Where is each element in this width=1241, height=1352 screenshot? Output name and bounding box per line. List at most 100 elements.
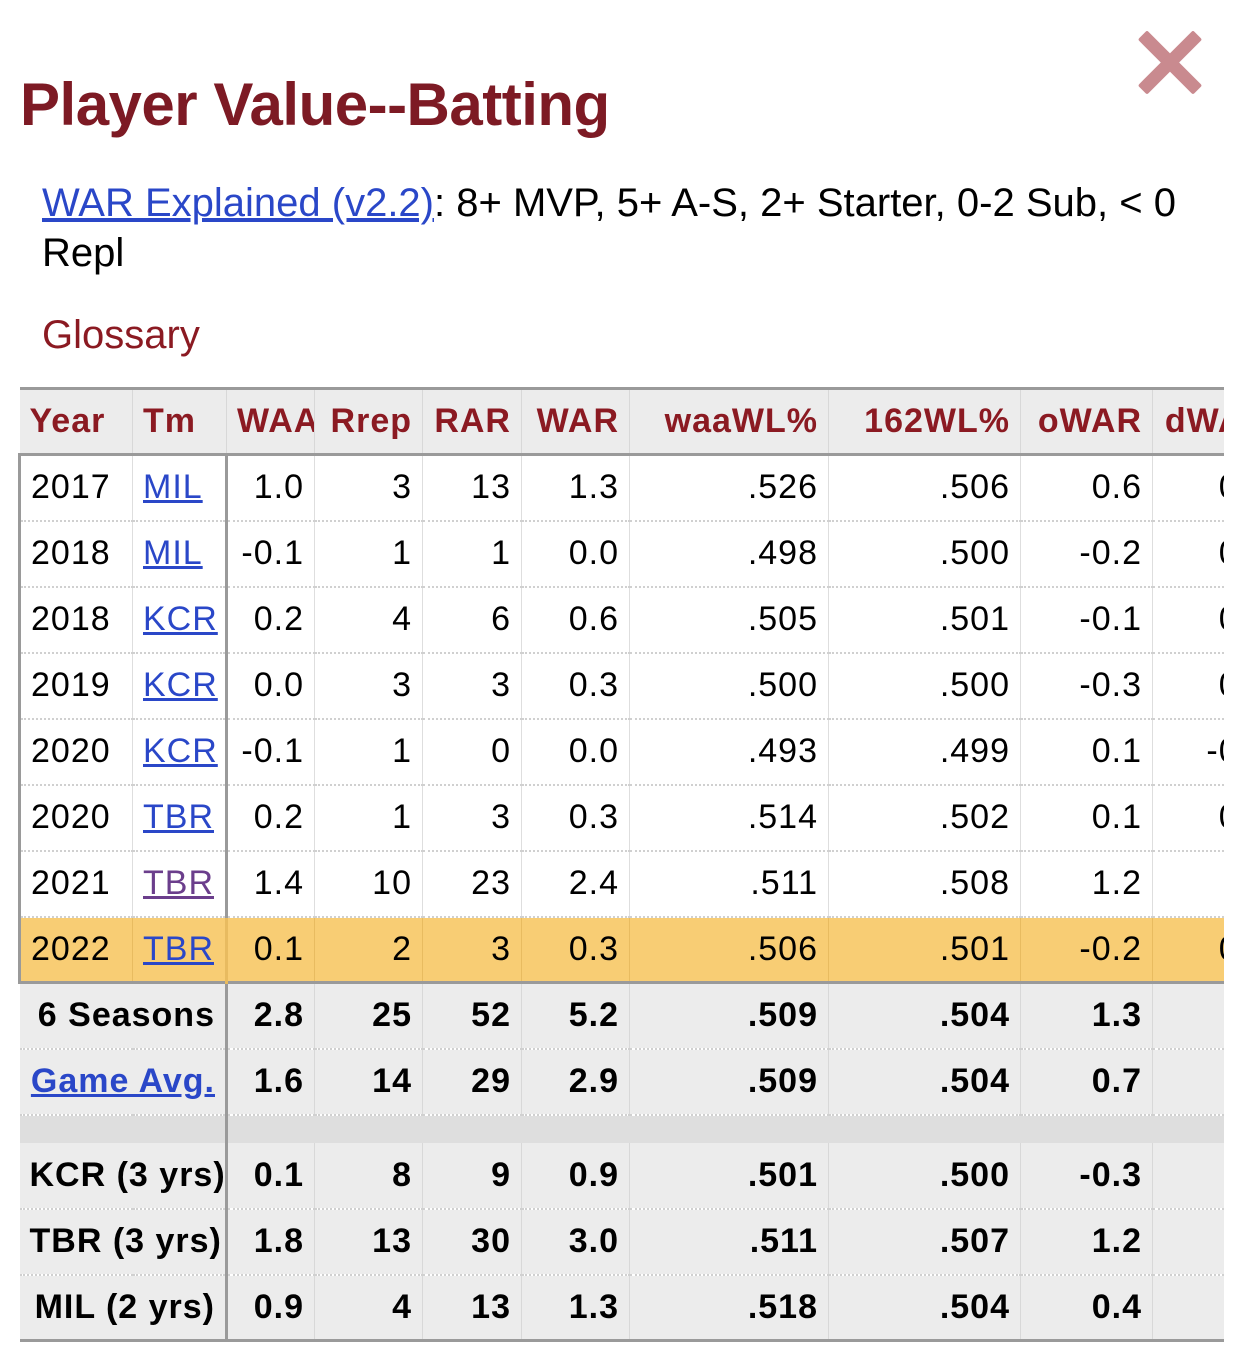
- stat-cell-owar: -0.2: [1020, 916, 1153, 984]
- stat-cell-waa: 1.4: [226, 850, 315, 918]
- column-header-waa[interactable]: WAA: [226, 387, 315, 456]
- summary-cell-waawl: .509: [629, 981, 829, 1050]
- stat-cell-dwar: [1152, 850, 1224, 918]
- war-scale-text: : 8+ MVP, 5+ A-S, 2+ Starter, 0-2 Sub, <…: [42, 181, 1176, 275]
- column-header-tm[interactable]: Tm: [132, 387, 227, 456]
- stat-cell-waa: 0.0: [226, 652, 315, 720]
- summary-cell-owar: -0.3: [1020, 1142, 1153, 1210]
- summary-label[interactable]: Game Avg.: [19, 1048, 228, 1116]
- year-cell: 2020: [18, 718, 133, 786]
- stat-cell-war: 2.4: [521, 850, 630, 918]
- column-header-waawl-[interactable]: waaWL%: [629, 387, 829, 456]
- stat-cell-owar: 0.6: [1020, 454, 1153, 522]
- summary-cell-waawl: .509: [629, 1048, 829, 1116]
- stat-cell-owar: -0.3: [1020, 652, 1153, 720]
- stat-cell-owar: -0.1: [1020, 586, 1153, 654]
- stat-cell-rrep: 1: [314, 520, 423, 588]
- stat-cell-owar: 1.2: [1020, 850, 1153, 918]
- stat-cell-wl162: .499: [828, 718, 1021, 786]
- team-link-tbr[interactable]: TBR: [143, 864, 214, 902]
- summary-cell-dwar: 2: [1152, 1048, 1224, 1116]
- stat-cell-rar: 23: [422, 850, 522, 918]
- stat-cell-waawl: .500: [629, 652, 829, 720]
- team-link-kcr[interactable]: KCR: [143, 666, 218, 704]
- team-link-kcr[interactable]: KCR: [143, 600, 218, 638]
- stat-cell-rrep: 10: [314, 850, 423, 918]
- team-cell: TBR: [132, 916, 228, 984]
- year-cell: 2022: [18, 916, 133, 984]
- stat-cell-rrep: 4: [314, 586, 423, 654]
- summary-cell-owar: 1.2: [1020, 1208, 1153, 1276]
- summary-cell-wl162: .504: [828, 1048, 1021, 1116]
- war-explanation: WAR Explained (v2.2): 8+ MVP, 5+ A-S, 2+…: [42, 178, 1202, 278]
- stat-cell-dwar: 0.0: [1152, 586, 1224, 654]
- stat-cell-rar: 0: [422, 718, 522, 786]
- summary-cell-owar: 1.3: [1020, 981, 1153, 1050]
- glossary-toggle[interactable]: Glossary: [42, 313, 200, 357]
- stat-cell-dwar: 0.0: [1152, 784, 1224, 852]
- column-header-year[interactable]: Year: [19, 387, 133, 456]
- column-header-owar[interactable]: oWAR: [1020, 387, 1153, 456]
- game-avg-link[interactable]: Game Avg.: [30, 1062, 215, 1100]
- year-cell: 2019: [18, 652, 133, 720]
- stat-cell-war: 0.6: [521, 586, 630, 654]
- column-header-war[interactable]: WAR: [521, 387, 630, 456]
- year-cell: 2020: [18, 784, 133, 852]
- summary-cell-wl162: .504: [828, 1274, 1021, 1342]
- column-header-dwar[interactable]: dWAR: [1152, 387, 1224, 456]
- summary-cell-waa: 1.8: [226, 1208, 315, 1276]
- summary-cell-war: 5.2: [521, 981, 630, 1050]
- table-row: 2021 TBR 1.4 10 23 2.4.511.508 1.2: [18, 850, 1224, 918]
- team-link-mil[interactable]: MIL: [143, 468, 203, 507]
- column-header-162wl-[interactable]: 162WL%: [828, 387, 1021, 456]
- team-link-tbr[interactable]: TBR: [143, 929, 214, 968]
- summary-cell-wl162: .500: [828, 1142, 1021, 1210]
- stat-cell-war: 0.0: [521, 718, 630, 786]
- stat-cell-waawl: .514: [629, 784, 829, 852]
- stat-cell-rar: 3: [422, 784, 522, 852]
- war-explained-link[interactable]: WAR Explained (v2.2): [42, 181, 434, 225]
- column-header-rrep[interactable]: Rrep: [314, 387, 423, 456]
- stat-cell-wl162: .501: [828, 916, 1021, 984]
- summary-cell-rrep: 4: [314, 1274, 423, 1342]
- year-cell: 2018: [18, 586, 133, 654]
- stat-cell-dwar: 0.0: [1152, 454, 1224, 522]
- stat-cell-war: 0.3: [521, 916, 630, 984]
- stat-cell-war: 0.3: [521, 652, 630, 720]
- batting-value-table: YearTmWAARrepRARWARwaaWL%162WL%oWARdWAR …: [18, 387, 1224, 1342]
- team-link-mil[interactable]: MIL: [143, 534, 203, 572]
- summary-label: TBR (3 yrs): [19, 1208, 228, 1276]
- stat-cell-rrep: 2: [314, 916, 423, 984]
- team-cell: KCR: [132, 586, 228, 654]
- summary-cell-wl162: .507: [828, 1208, 1021, 1276]
- summary-cell-rar: 30: [422, 1208, 522, 1276]
- column-header-rar[interactable]: RAR: [422, 387, 522, 456]
- close-icon[interactable]: [1137, 30, 1203, 96]
- team-link-kcr[interactable]: KCR: [143, 732, 218, 770]
- team-link-tbr[interactable]: TBR: [143, 798, 214, 836]
- stat-cell-rrep: 1: [314, 718, 423, 786]
- summary-cell-dwar: 0: [1152, 1274, 1224, 1342]
- batting-value-table-container[interactable]: YearTmWAARrepRARWARwaaWL%162WL%oWARdWAR …: [18, 387, 1224, 1342]
- team-cell: KCR: [132, 652, 228, 720]
- stat-cell-wl162: .506: [828, 454, 1021, 522]
- stat-cell-waawl: .511: [629, 850, 829, 918]
- stat-cell-rar: 6: [422, 586, 522, 654]
- stat-cell-wl162: .508: [828, 850, 1021, 918]
- stat-cell-rar: 3: [422, 652, 522, 720]
- summary-cell-waa: 2.8: [226, 981, 315, 1050]
- summary-cell-rrep: 14: [314, 1048, 423, 1116]
- stat-cell-waawl: .526: [629, 454, 829, 522]
- stat-cell-waa: 0.2: [226, 586, 315, 654]
- team-cell: MIL: [132, 520, 228, 588]
- stat-cell-wl162: .500: [828, 652, 1021, 720]
- summary-cell-war: 2.9: [521, 1048, 630, 1116]
- stat-cell-rrep: 3: [314, 454, 423, 522]
